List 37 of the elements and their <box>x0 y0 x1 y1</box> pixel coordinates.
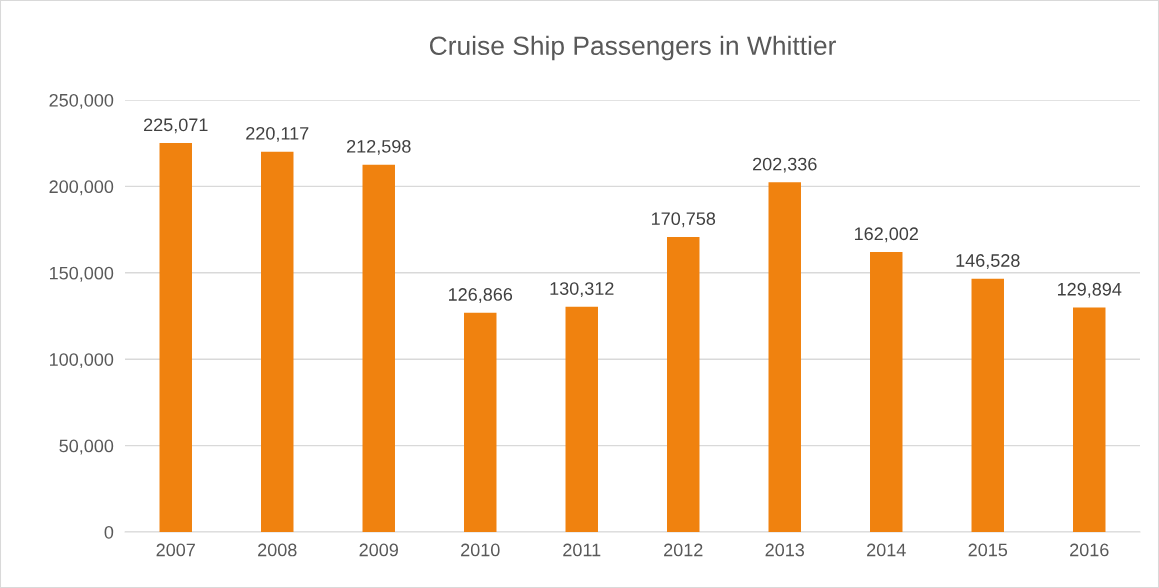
bar <box>261 151 294 532</box>
y-tick-label: 200,000 <box>49 180 114 196</box>
bar <box>362 164 395 532</box>
bar <box>971 278 1004 532</box>
y-tick-label: 150,000 <box>50 266 114 282</box>
bar <box>667 236 700 532</box>
data-label: 220,117 <box>246 126 309 142</box>
data-label: 126,866 <box>449 288 513 304</box>
x-tick-label: 2012 <box>664 543 703 557</box>
x-tick-label: 2009 <box>359 543 398 557</box>
x-tick-label: 2011 <box>563 543 601 557</box>
data-label: 225,071 <box>144 118 208 134</box>
x-tick-label: 2014 <box>867 543 906 557</box>
bar <box>1073 307 1106 532</box>
bar <box>464 312 497 532</box>
y-tick-label: 250,000 <box>49 93 114 109</box>
x-tick-label: 2008 <box>258 543 297 557</box>
y-tick-label: 100,000 <box>50 353 114 369</box>
bar <box>870 252 903 532</box>
bar <box>159 143 192 532</box>
x-tick-label: 2015 <box>968 543 1008 557</box>
x-tick-label: 2016 <box>1070 543 1109 557</box>
data-label: 146,528 <box>956 254 1020 270</box>
y-tick-label: 50,000 <box>59 439 114 455</box>
chart-title: Cruise Ship Passengers in Whittier <box>429 35 836 61</box>
data-label: 202,336 <box>753 157 817 173</box>
data-label: 130,312 <box>550 282 614 298</box>
x-tick-label: 2013 <box>765 543 805 557</box>
bar <box>565 306 598 532</box>
x-tick-label: 2010 <box>461 543 500 557</box>
data-label: 162,002 <box>855 227 918 243</box>
y-tick-label: 0 <box>104 525 114 539</box>
data-label: 129,894 <box>1058 282 1122 298</box>
data-label: 170,758 <box>652 212 716 228</box>
data-label: 212,598 <box>347 139 411 155</box>
bar <box>768 182 801 532</box>
x-tick-label: 2007 <box>156 543 195 557</box>
